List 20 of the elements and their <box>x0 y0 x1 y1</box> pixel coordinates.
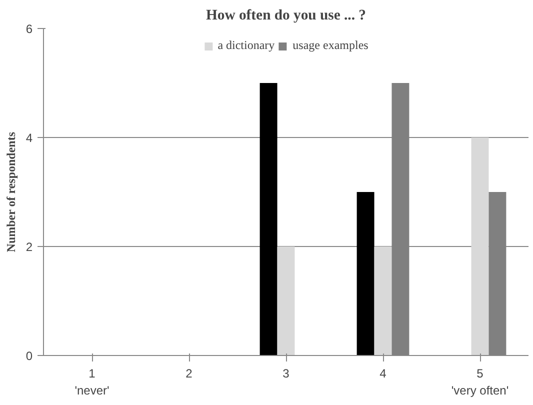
bar <box>471 138 489 356</box>
chart-title: How often do you use ... ? <box>206 8 366 24</box>
legend-label: usage examples <box>292 38 368 53</box>
y-tick-label: 6 <box>26 22 33 36</box>
y-tick-label: 2 <box>26 240 33 254</box>
text: 'never' <box>74 383 110 398</box>
bar <box>374 246 392 356</box>
x-tick-label: 3 <box>282 366 290 380</box>
x-tick-label: 4 <box>380 366 387 380</box>
x-tick-label: 5 <box>476 366 484 380</box>
bar <box>260 83 278 356</box>
y-tick-label: 0 <box>26 349 33 363</box>
x-tick-label: 1 <box>88 366 96 380</box>
text: 'very often' <box>451 383 509 398</box>
legend-label: a dictionary <box>218 38 275 53</box>
x-tick-label: 2 <box>186 366 193 380</box>
bar <box>356 192 374 356</box>
y-tick-label: 4 <box>26 131 33 145</box>
bar <box>277 246 295 356</box>
y-axis-title: Number of respondents <box>4 132 18 252</box>
